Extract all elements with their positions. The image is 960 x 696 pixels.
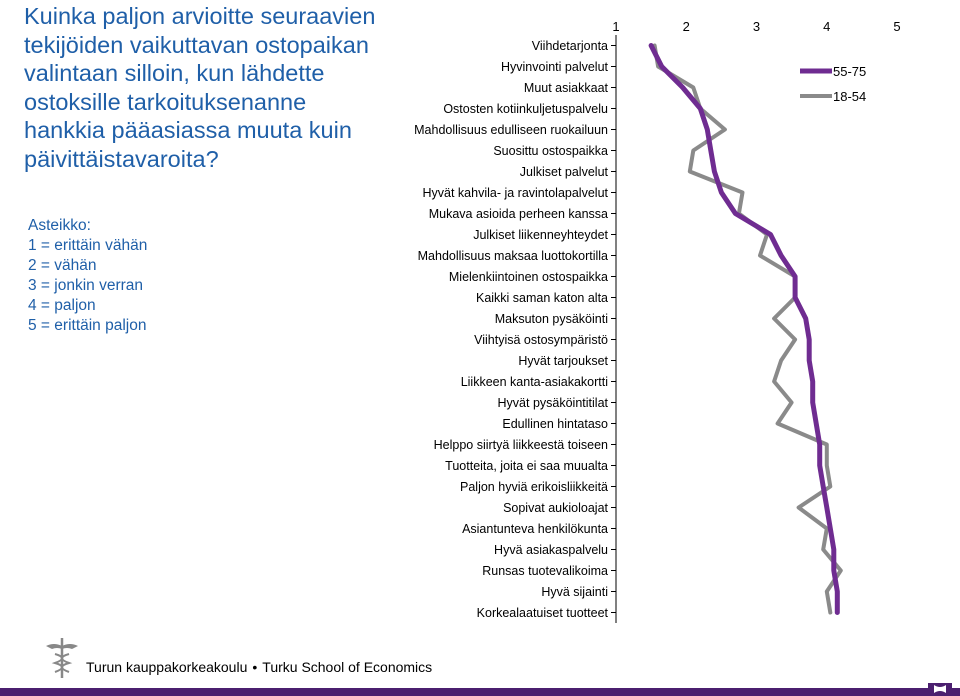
x-tick-label: 2 — [683, 19, 690, 34]
category-label: Hyvä asiakaspalvelu — [494, 543, 608, 557]
category-label: Liikkeen kanta-asiakakortti — [461, 375, 608, 389]
x-tick-label: 3 — [753, 19, 760, 34]
category-label: Hyvät kahvila- ja ravintolapalvelut — [422, 186, 608, 200]
category-label: Muut asiakkaat — [524, 81, 609, 95]
x-tick-label: 5 — [893, 19, 900, 34]
category-label: Hyvinvointi palvelut — [501, 60, 609, 74]
category-label: Mahdollisuus maksaa luottokortilla — [418, 249, 608, 263]
footer-text: Turun kauppakorkeakoulu • Turku School of … — [86, 659, 432, 675]
corner-logo-icon — [928, 683, 952, 695]
series-line-55-75 — [648, 43, 840, 615]
category-label: Mielenkiintoinen ostospaikka — [449, 270, 608, 284]
category-label: Kaikki saman katon alta — [476, 291, 608, 305]
caduceus-logo-icon — [46, 638, 78, 678]
scale-line: 4 = paljon — [28, 297, 96, 314]
category-label: Mukava asioida perheen kanssa — [429, 207, 608, 221]
scale-line: 3 = jonkin verran — [28, 277, 144, 294]
category-label: Helppo siirtyä liikkeestä toiseen — [434, 438, 608, 452]
x-tick-label: 4 — [823, 19, 830, 34]
category-label: Hyvät tarjoukset — [518, 354, 608, 368]
scale-heading: Asteikko: — [28, 217, 91, 234]
category-label: Edullinen hintataso — [502, 417, 608, 431]
category-label: Sopivat aukioloajat — [503, 501, 608, 515]
series-line-18-54 — [652, 43, 843, 615]
category-label: Hyvät pysäköintitilat — [498, 396, 609, 410]
category-label: Julkiset liikenneyhteydet — [473, 228, 608, 242]
x-tick-label: 1 — [612, 19, 619, 34]
footer-left: Turun kauppakorkeakoulu — [86, 659, 248, 675]
page-title: Kuinka paljon arvioitte seuraavien tekij… — [24, 3, 376, 172]
category-label: Hyvä sijainti — [541, 585, 608, 599]
scale-line: 1 = erittäin vähän — [28, 237, 148, 254]
legend-label-18-54: 18-54 — [833, 89, 866, 104]
scale-legend: Asteikko: 1 = erittäin vähän 2 = vähän 3… — [28, 216, 248, 336]
category-label: Ostosten kotiinkuljetuspalvelu — [443, 102, 608, 116]
category-label: Mahdollisuus edulliseen ruokailuun — [414, 123, 608, 137]
category-label: Tuotteita, joita ei saa muualta — [445, 459, 608, 473]
footer-right: Turku School of Economics — [262, 659, 433, 675]
category-label: Paljon hyviä erikoisliikkeitä — [460, 480, 608, 494]
category-label: Maksuton pysäköinti — [495, 312, 608, 326]
chart: Viihdetarjonta Hyvinvointi palvelut Muut a… — [414, 19, 901, 623]
category-label: Runsas tuotevalikoima — [482, 564, 608, 578]
category-label: Korkealaatuiset tuotteet — [477, 606, 609, 620]
scale-line: 5 = erittäin paljon — [28, 317, 147, 334]
category-label: Suosittu ostospaikka — [493, 144, 608, 158]
category-label: Julkiset palvelut — [520, 165, 609, 179]
footer-separator: • — [252, 659, 258, 675]
category-label: Viihtyisä ostosympäristö — [474, 333, 608, 347]
category-label: Viihdetarjonta — [532, 39, 608, 53]
footer-band — [0, 688, 960, 696]
category-label: Asiantunteva henkilökunta — [462, 522, 608, 536]
legend-label-55-75: 55-75 — [833, 64, 866, 79]
scale-line: 2 = vähän — [28, 257, 97, 274]
